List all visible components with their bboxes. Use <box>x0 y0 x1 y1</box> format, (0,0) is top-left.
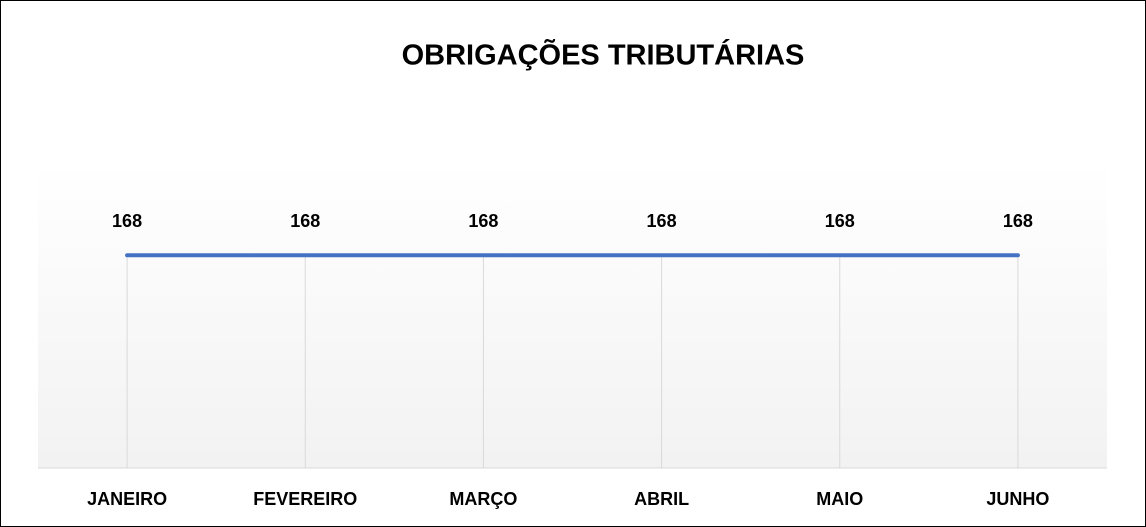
data-label: 168 <box>825 211 855 231</box>
x-tick-label: JANEIRO <box>87 489 167 509</box>
data-label: 168 <box>112 211 142 231</box>
x-tick-label: MAIO <box>816 489 863 509</box>
x-tick-label: FEVEREIRO <box>253 489 357 509</box>
data-label: 168 <box>290 211 320 231</box>
plot-area <box>38 164 1107 468</box>
x-tick-label: ABRIL <box>634 489 689 509</box>
data-label: 168 <box>647 211 677 231</box>
x-tick-label: MARÇO <box>449 489 517 509</box>
x-tick-label: JUNHO <box>986 489 1049 509</box>
data-label: 168 <box>468 211 498 231</box>
chart-title: OBRIGAÇÕES TRIBUTÁRIAS <box>402 38 805 72</box>
data-label: 168 <box>1003 211 1033 231</box>
